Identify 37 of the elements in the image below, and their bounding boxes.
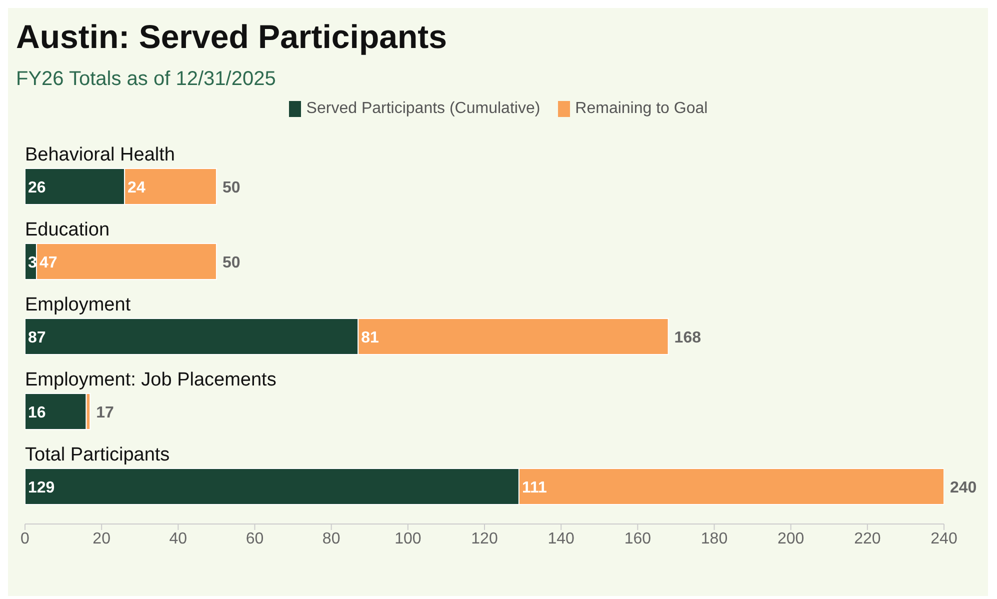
- data-label: 47: [39, 254, 58, 272]
- data-label: 26: [28, 180, 46, 196]
- x-tick-label: 80: [322, 530, 340, 548]
- x-tick-label: 20: [92, 530, 111, 548]
- data-label: 3: [28, 254, 37, 272]
- chart-subtitle: FY26 Totals as of 12/31/2025: [16, 68, 276, 91]
- data-label: 111: [522, 480, 547, 496]
- chart-title: Austin: Served Participants: [16, 18, 447, 56]
- y-tick-label: Education: [25, 220, 110, 240]
- x-tick-label: 160: [624, 530, 652, 548]
- y-tick-label: Employment: [25, 294, 132, 316]
- total-label: 168: [674, 330, 702, 346]
- data-label: 129: [28, 480, 55, 496]
- x-tick-label: 40: [169, 530, 188, 548]
- total-label: 50: [222, 180, 240, 196]
- y-tick-label: Behavioral Health: [25, 144, 175, 166]
- data-label: 87: [28, 330, 46, 346]
- legend-label: Served Participants (Cumulative): [305, 100, 540, 118]
- x-tick-label: 180: [700, 530, 728, 548]
- data-label: 81: [361, 330, 380, 346]
- x-tick-label: 120: [471, 530, 498, 548]
- data-label: 16: [28, 404, 46, 422]
- legend-label: Remaining to Goal: [574, 100, 708, 118]
- total-label: 17: [96, 404, 114, 422]
- x-tick-label: 240: [930, 530, 958, 548]
- bar: [25, 393, 87, 430]
- x-tick-label: 220: [854, 530, 881, 548]
- data-label: 24: [128, 180, 146, 196]
- x-tick-label: 60: [246, 530, 264, 548]
- x-tick-label: 100: [394, 530, 422, 548]
- x-tick-label: 200: [777, 530, 804, 548]
- x-tick-label: 140: [548, 530, 575, 548]
- y-tick-label: Employment: Job Placements: [25, 370, 276, 390]
- total-label: 240: [950, 480, 977, 496]
- y-tick-label: Total Participants: [25, 444, 170, 466]
- x-tick-label: 0: [20, 530, 30, 548]
- total-label: 50: [222, 254, 240, 272]
